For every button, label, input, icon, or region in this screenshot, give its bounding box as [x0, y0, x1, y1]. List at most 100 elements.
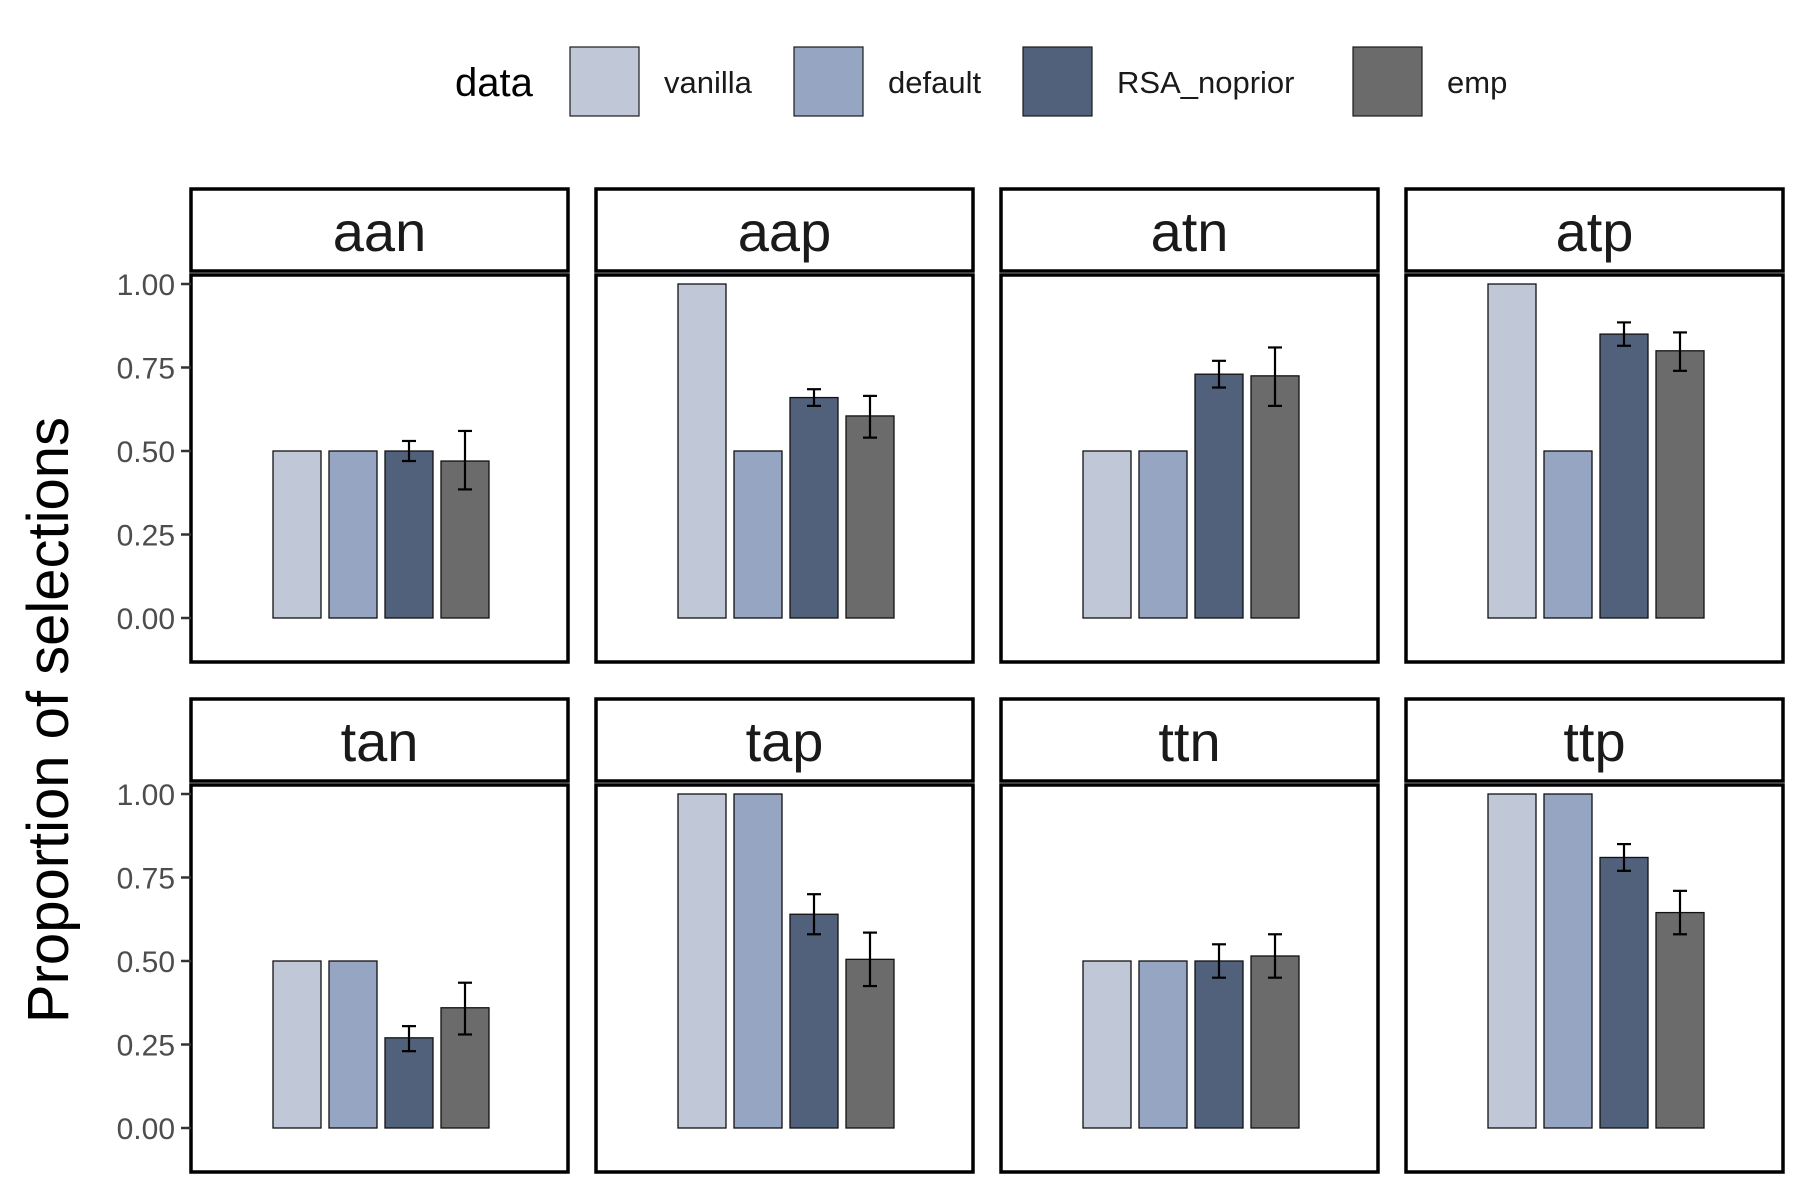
error-bar-ttn-RSA_noprior — [1212, 943, 1226, 979]
bar-aap-vanilla — [677, 283, 727, 619]
bar-tan-default — [328, 960, 378, 1129]
panel-ttp: ttp — [1404, 697, 1785, 1174]
bar-aap-emp — [845, 415, 895, 619]
strip-aap — [594, 187, 975, 273]
error-bar-atp-emp — [1673, 331, 1687, 372]
bar-tap-vanilla — [677, 793, 727, 1129]
error-bar-atn-emp — [1268, 346, 1282, 408]
bar-tan-vanilla — [272, 960, 322, 1129]
error-bar-ttp-RSA_noprior — [1617, 842, 1631, 872]
strip-label-ttp: ttp — [1563, 710, 1625, 773]
strip-aan — [189, 187, 570, 273]
bar-atn-default — [1138, 450, 1188, 619]
plot-area-aap — [594, 273, 975, 664]
bar-ttn-vanilla — [1082, 960, 1132, 1129]
bar-atn-emp — [1250, 375, 1300, 619]
error-bar-atn-RSA_noprior — [1212, 359, 1226, 389]
strip-label-ttn: ttn — [1158, 710, 1220, 773]
bar-aan-RSA_noprior — [384, 450, 434, 619]
y-tick-label-0.25: 0.25 — [117, 520, 175, 553]
legend-label-RSA_noprior: RSA_noprior — [1117, 65, 1294, 100]
y-tick-label-0.75: 0.75 — [117, 353, 175, 386]
y-tick-label-0.00: 0.00 — [117, 603, 175, 636]
panel-tap: tap — [594, 697, 975, 1174]
panel-aan: aan 0.00 0.25 0.50 0.75 1.00 — [117, 187, 570, 664]
strip-label-tan: tan — [341, 710, 419, 773]
legend-key-default — [793, 46, 864, 117]
error-bar-tap-RSA_noprior — [807, 893, 821, 936]
bar-ttp-default — [1543, 793, 1593, 1129]
bar-atn-vanilla — [1082, 450, 1132, 619]
panel-aap: aap — [594, 187, 975, 664]
error-bar-atp-RSA_noprior — [1617, 321, 1631, 347]
error-bar-aap-emp — [863, 394, 877, 439]
bar-tap-RSA_noprior — [789, 913, 839, 1129]
strip-label-tap: tap — [746, 710, 824, 773]
error-bar-tan-RSA_noprior — [402, 1025, 416, 1053]
strip-atp — [1404, 187, 1785, 273]
y-axis-title: Proportion of selections — [16, 417, 81, 1023]
bar-aap-default — [733, 450, 783, 619]
legend-label-default: default — [888, 65, 981, 100]
bar-atp-emp — [1655, 350, 1705, 619]
error-bar-ttp-emp — [1673, 889, 1687, 936]
y-tick-label-0.75: 0.75 — [117, 863, 175, 896]
bar-ttp-RSA_noprior — [1599, 856, 1649, 1129]
bar-ttn-RSA_noprior — [1194, 960, 1244, 1129]
plot-area-aan — [189, 273, 570, 664]
strip-atn — [999, 187, 1380, 273]
legend-label-vanilla: vanilla — [664, 65, 753, 100]
y-tick-label-0.50: 0.50 — [117, 436, 175, 469]
strip-label-aap: aap — [738, 200, 831, 263]
error-bar-aap-RSA_noprior — [807, 388, 821, 408]
bar-aap-RSA_noprior — [789, 396, 839, 619]
error-bar-aan-RSA_noprior — [402, 439, 416, 463]
error-bar-tap-emp — [863, 931, 877, 988]
panel-atn: atn — [999, 187, 1380, 664]
strip-tan — [189, 697, 570, 783]
legend: data vanilla default RSA_noprior emp — [455, 46, 1507, 117]
strip-label-aan: aan — [333, 200, 426, 263]
plot-area-atn — [999, 273, 1380, 664]
bar-ttn-emp — [1250, 955, 1300, 1129]
plot-area-atp — [1404, 273, 1785, 664]
strip-ttp — [1404, 697, 1785, 783]
y-tick-label-0.00: 0.00 — [117, 1113, 175, 1146]
legend-key-vanilla — [569, 46, 640, 117]
legend-label-emp: emp — [1447, 65, 1507, 100]
legend-key-emp — [1352, 46, 1423, 117]
plot-area-tan — [189, 783, 570, 1174]
panel-tan: tan 0.00 0.25 0.50 0.75 1.00 — [117, 697, 570, 1174]
bar-ttp-vanilla — [1487, 793, 1537, 1129]
facet-panels: aan 0.00 0.25 0.50 0.75 1.00 aap atn atp tan 0.00 0… — [117, 187, 1785, 1174]
legend-title: data — [455, 61, 534, 105]
plot-area-ttp — [1404, 783, 1785, 1174]
y-tick-label-1.00: 1.00 — [117, 779, 175, 812]
error-bar-aan-emp — [458, 429, 472, 491]
plot-area-tap — [594, 783, 975, 1174]
strip-label-atp: atp — [1556, 200, 1634, 263]
bar-tap-default — [733, 793, 783, 1129]
strip-ttn — [999, 697, 1380, 783]
bar-ttp-emp — [1655, 911, 1705, 1129]
legend-key-RSA_noprior — [1022, 46, 1093, 117]
bar-tan-RSA_noprior — [384, 1037, 434, 1129]
y-tick-label-1.00: 1.00 — [117, 269, 175, 302]
bar-atp-vanilla — [1487, 283, 1537, 619]
y-tick-label-0.25: 0.25 — [117, 1030, 175, 1063]
error-bar-ttn-emp — [1268, 933, 1282, 979]
bar-atn-RSA_noprior — [1194, 373, 1244, 619]
strip-label-atn: atn — [1151, 200, 1229, 263]
bar-aan-default — [328, 450, 378, 619]
error-bar-tan-emp — [458, 981, 472, 1036]
strip-tap — [594, 697, 975, 783]
bar-atp-RSA_noprior — [1599, 333, 1649, 619]
bar-atp-default — [1543, 450, 1593, 619]
y-tick-label-0.50: 0.50 — [117, 946, 175, 979]
panel-ttn: ttn — [999, 697, 1380, 1174]
bar-ttn-default — [1138, 960, 1188, 1129]
bar-aan-vanilla — [272, 450, 322, 619]
panel-atp: atp — [1404, 187, 1785, 664]
plot-area-ttn — [999, 783, 1380, 1174]
